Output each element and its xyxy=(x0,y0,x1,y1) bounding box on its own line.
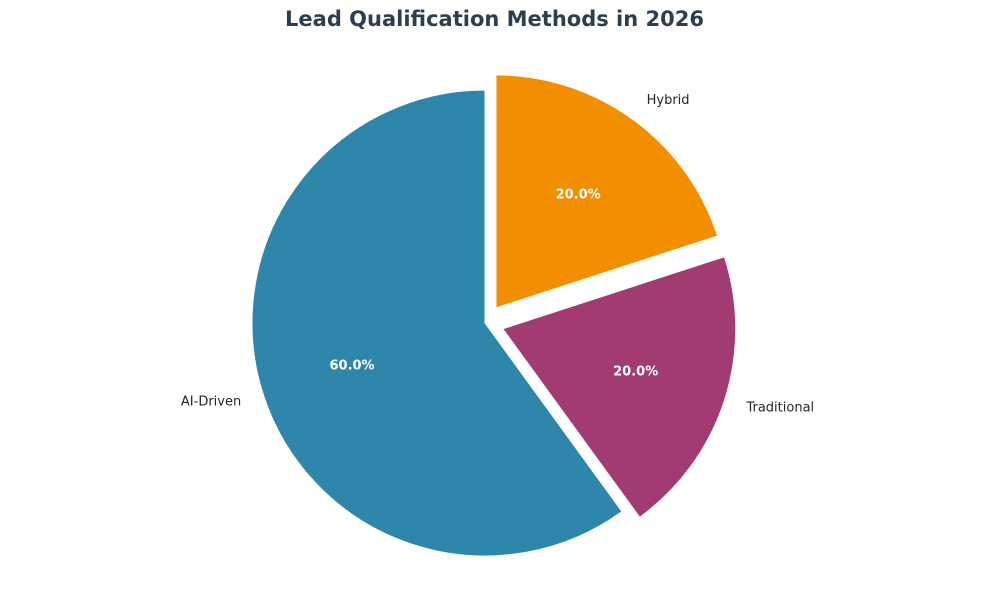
chart-title: Lead Qualification Methods in 2026 xyxy=(285,7,704,31)
slice-label: Hybrid xyxy=(647,93,690,108)
pie-slice-hybrid xyxy=(495,74,719,309)
slice-label: Traditional xyxy=(745,400,814,415)
pie-slice-ai-driven xyxy=(251,89,623,557)
pie-slice-traditional xyxy=(501,256,737,518)
slice-percent-label: 60.0% xyxy=(329,359,374,374)
slice-percent-label: 20.0% xyxy=(556,187,601,202)
pie-slices xyxy=(251,74,737,557)
slice-label: AI-Driven xyxy=(181,395,241,410)
pie-labels: AI-Driven 60.0% Traditional 20.0% Hybrid 20.0… xyxy=(181,93,814,415)
slice-percent-label: 20.0% xyxy=(613,364,658,379)
